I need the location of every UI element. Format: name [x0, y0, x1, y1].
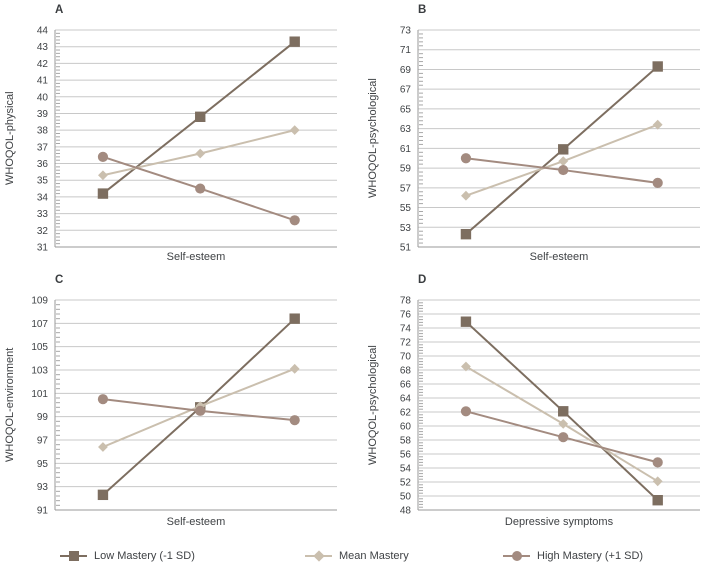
svg-text:57: 57 [400, 183, 412, 194]
svg-text:74: 74 [400, 324, 412, 335]
svg-text:103: 103 [31, 366, 48, 377]
svg-text:33: 33 [37, 209, 49, 220]
svg-text:105: 105 [31, 342, 48, 353]
panel-b-label: B [418, 4, 427, 16]
svg-text:50: 50 [400, 492, 412, 503]
svg-text:70: 70 [400, 352, 412, 363]
svg-text:60: 60 [400, 422, 412, 433]
svg-text:72: 72 [400, 338, 412, 349]
svg-text:78: 78 [400, 296, 412, 307]
diamond-marker-icon [305, 549, 332, 563]
svg-text:55: 55 [400, 203, 412, 214]
svg-text:37: 37 [37, 142, 49, 153]
svg-text:107: 107 [31, 319, 48, 330]
svg-text:54: 54 [400, 464, 412, 475]
svg-text:67: 67 [400, 85, 412, 96]
svg-text:38: 38 [37, 126, 49, 137]
svg-text:41: 41 [37, 76, 49, 87]
panel-b-y-axis-title: WHOQOL-psychological [367, 78, 379, 199]
svg-text:40: 40 [37, 92, 49, 103]
svg-text:64: 64 [400, 394, 412, 405]
panel-c-label: C [55, 274, 64, 286]
svg-text:36: 36 [37, 159, 49, 170]
square-marker-icon [60, 549, 87, 563]
svg-text:93: 93 [37, 482, 49, 493]
svg-text:32: 32 [37, 226, 49, 237]
svg-text:52: 52 [400, 478, 412, 489]
svg-text:95: 95 [37, 459, 49, 470]
svg-text:61: 61 [400, 144, 412, 155]
svg-text:42: 42 [37, 59, 49, 70]
panel-b-chart: 51 53 55 57 59 61 63 65 67 69 71 73 [400, 26, 700, 254]
svg-text:51: 51 [400, 243, 412, 254]
svg-text:39: 39 [37, 109, 49, 120]
panel-a-label: A [55, 4, 64, 16]
svg-text:73: 73 [400, 26, 412, 37]
panel-c-y-axis-title: WHOQOL-environment [4, 347, 16, 463]
svg-text:68: 68 [400, 366, 412, 377]
svg-text:43: 43 [37, 42, 49, 53]
panel-a-y-axis-title: WHOQOL-physical [4, 91, 16, 186]
svg-text:99: 99 [37, 412, 49, 423]
svg-text:63: 63 [400, 124, 412, 135]
panel-a: 31 32 33 34 35 36 37 38 39 40 41 42 43 44 A WHOQOL-ph… [0, 0, 352, 270]
svg-text:58: 58 [400, 436, 412, 447]
panel-b-x-axis-title: Self-esteem [529, 251, 589, 263]
circle-marker-icon [503, 549, 530, 563]
svg-text:109: 109 [31, 296, 48, 307]
legend-item-label: Mean Mastery [339, 550, 409, 562]
svg-text:62: 62 [400, 408, 412, 419]
panel-c-x-axis-title: Self-esteem [166, 516, 226, 528]
legend-item-mean-mastery: Mean Mastery [305, 549, 409, 563]
legend-item-low-mastery: Low Mastery (-1 SD) [60, 549, 195, 563]
svg-text:34: 34 [37, 192, 49, 203]
panel-b: 51 53 55 57 59 61 63 65 67 69 71 73 B WHOQOL-psycho… [363, 0, 715, 270]
panel-d-y-axis-title: WHOQOL-psychological [367, 345, 379, 465]
legend-item-label: Low Mastery (-1 SD) [94, 550, 195, 562]
panel-a-x-axis-title: Self-esteem [166, 251, 226, 263]
svg-text:91: 91 [37, 506, 49, 517]
svg-text:101: 101 [31, 389, 48, 400]
svg-text:56: 56 [400, 450, 412, 461]
legend-item-high-mastery: High Mastery (+1 SD) [503, 549, 643, 563]
panel-c: 91 93 95 97 99 101 103 105 107 109 C WHOQOL-envir… [0, 270, 352, 540]
svg-text:76: 76 [400, 310, 412, 321]
svg-text:69: 69 [400, 65, 412, 76]
svg-text:71: 71 [400, 45, 412, 56]
legend-item-label: High Mastery (+1 SD) [537, 550, 644, 562]
panel-d-x-axis-title: Depressive symptoms [504, 516, 614, 528]
svg-text:65: 65 [400, 104, 412, 115]
svg-text:66: 66 [400, 380, 412, 391]
svg-text:35: 35 [37, 176, 49, 187]
panel-d-label: D [418, 274, 427, 286]
svg-text:97: 97 [37, 436, 49, 447]
svg-text:48: 48 [400, 506, 412, 517]
svg-text:53: 53 [400, 223, 412, 234]
svg-text:44: 44 [37, 26, 49, 37]
panel-a-chart: 31 32 33 34 35 36 37 38 39 40 41 42 43 44 [37, 26, 337, 254]
panel-d-chart: 48 50 52 54 56 58 60 62 64 66 68 70 72 74 76 78 [400, 296, 700, 517]
panel-d: 48 50 52 54 56 58 60 62 64 66 68 70 72 74 76 78 D WHOQO… [363, 270, 715, 540]
panel-c-chart: 91 93 95 97 99 101 103 105 107 109 [31, 296, 337, 517]
svg-text:59: 59 [400, 164, 412, 175]
svg-text:31: 31 [37, 243, 49, 254]
